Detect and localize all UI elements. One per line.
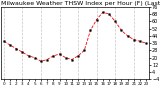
Text: Milwaukee Weather THSW Index per Hour (F) (Last 24 Hours): Milwaukee Weather THSW Index per Hour (F… [1, 1, 160, 6]
